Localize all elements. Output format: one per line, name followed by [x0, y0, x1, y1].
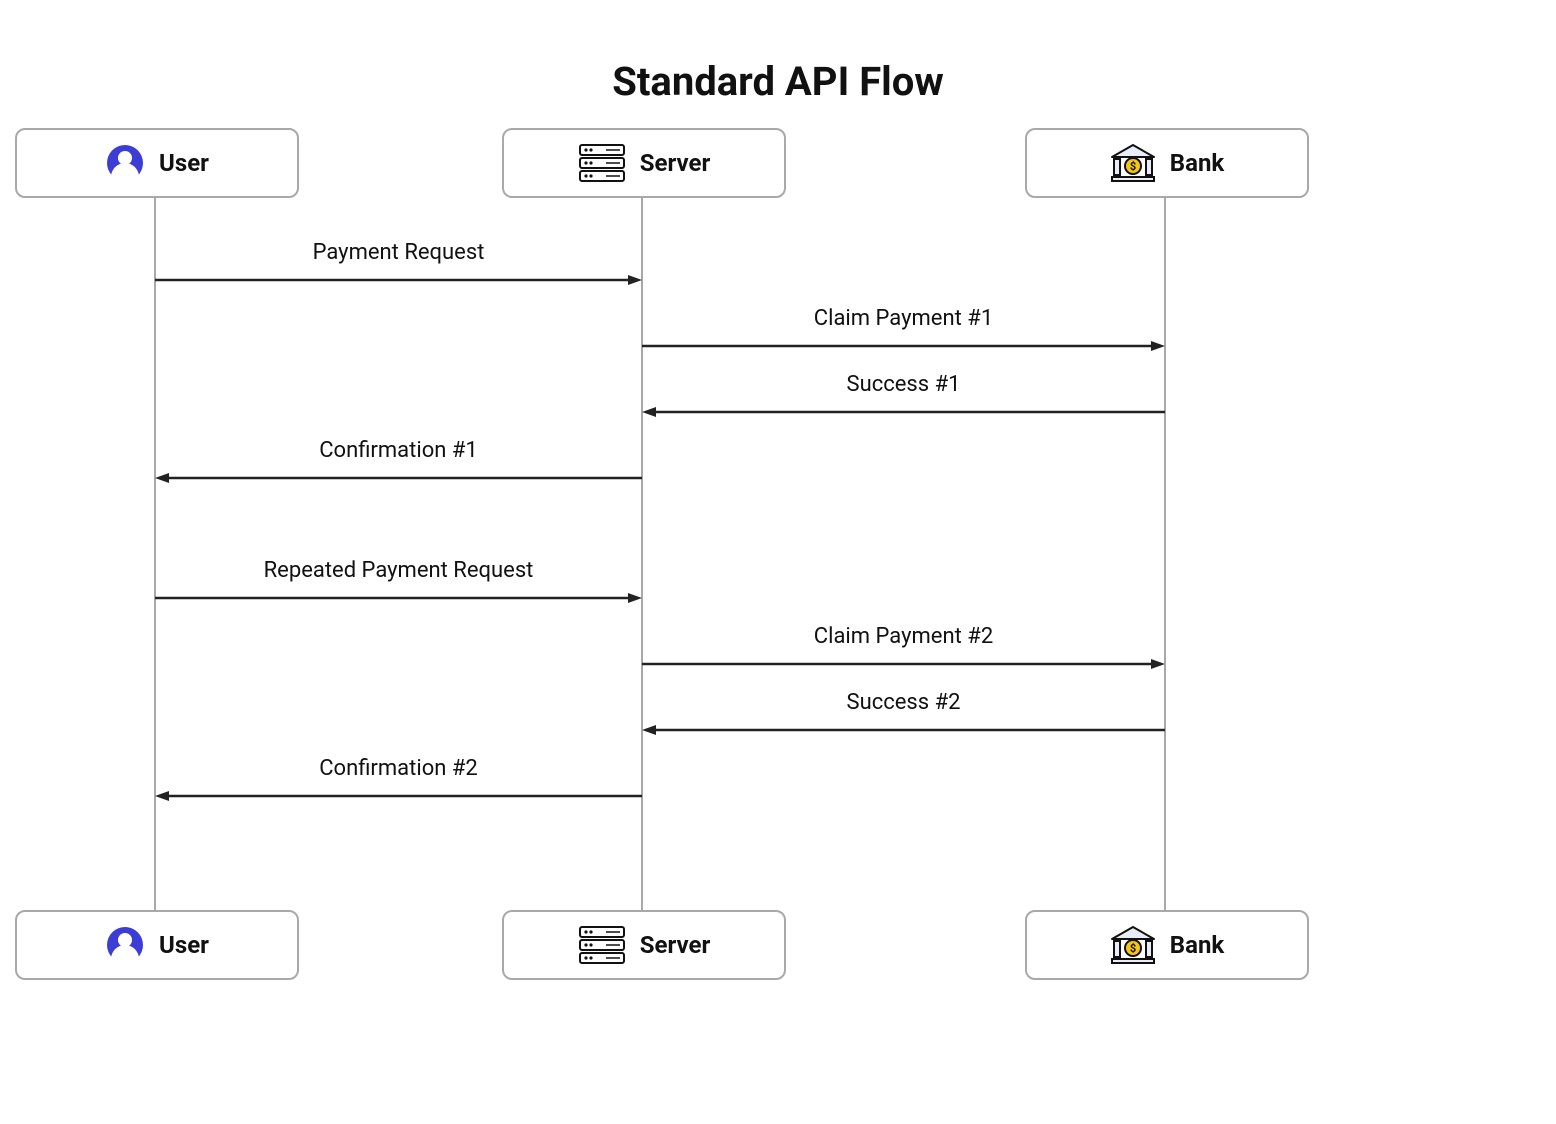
server-icon [578, 925, 626, 965]
actor-user: User [15, 910, 299, 980]
diagram-title: Standard API Flow [0, 58, 1556, 105]
bank-icon: $ [1110, 143, 1156, 183]
message-label: Success #2 [642, 690, 1165, 715]
message-arrow [155, 466, 642, 490]
actor-user: User [15, 128, 299, 198]
actor-bank: $ Bank [1025, 128, 1309, 198]
svg-text:$: $ [1130, 160, 1136, 173]
sequence-diagram: Standard API Flow User User Server [0, 0, 1556, 1124]
message-arrow [155, 586, 642, 610]
message-label: Payment Request [155, 240, 642, 265]
message-label: Claim Payment #1 [642, 306, 1165, 331]
message-label: Confirmation #2 [155, 756, 642, 781]
lifeline-bank [1164, 194, 1166, 910]
message-arrow [642, 718, 1165, 742]
server-icon [578, 143, 626, 183]
actor-server: Server [502, 910, 786, 980]
message-label: Repeated Payment Request [155, 558, 642, 583]
actor-label: Server [640, 149, 711, 177]
user-icon [105, 925, 145, 965]
message-label: Claim Payment #2 [642, 624, 1165, 649]
actor-label: User [159, 931, 209, 959]
actor-label: Bank [1170, 149, 1224, 177]
message-arrow [155, 784, 642, 808]
message-arrow [155, 268, 642, 292]
svg-text:$: $ [1130, 942, 1136, 955]
message-arrow [642, 334, 1165, 358]
actor-label: Bank [1170, 931, 1224, 959]
actor-server: Server [502, 128, 786, 198]
message-arrow [642, 400, 1165, 424]
message-label: Confirmation #1 [155, 438, 642, 463]
user-icon [105, 143, 145, 183]
actor-bank: $ Bank [1025, 910, 1309, 980]
actor-label: User [159, 149, 209, 177]
bank-icon: $ [1110, 925, 1156, 965]
message-arrow [642, 652, 1165, 676]
message-label: Success #1 [642, 372, 1165, 397]
actor-label: Server [640, 931, 711, 959]
